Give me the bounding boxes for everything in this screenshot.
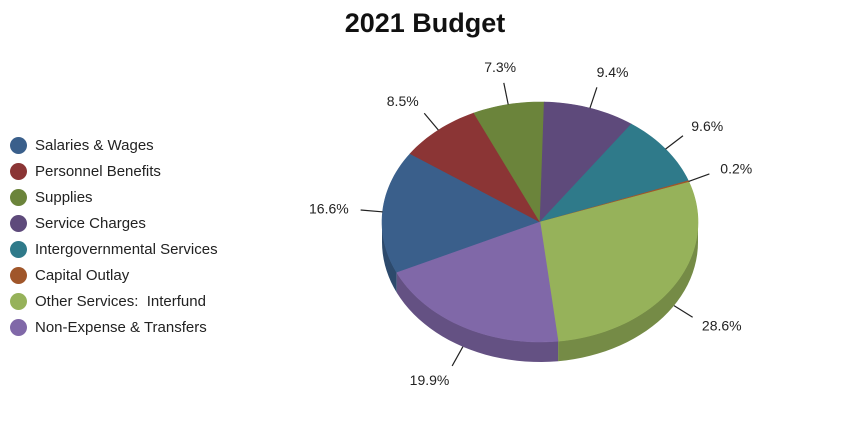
legend-swatch	[10, 292, 27, 310]
pie-slice-side	[382, 222, 397, 293]
data-label: 28.6%	[702, 318, 742, 334]
pie-label-group: 16.6% 8.5% 7.3% 9.4% 9.6% 0.2% 28.6% 19.9%	[309, 59, 752, 388]
legend-swatch	[10, 162, 27, 180]
legend-item: Supplies	[10, 184, 218, 210]
legend-item: Salaries & Wages	[10, 132, 218, 158]
leader-line	[451, 346, 464, 367]
legend-item: Personnel Benefits	[10, 158, 218, 184]
legend-label: Service Charges	[35, 214, 146, 232]
data-label: 19.9%	[410, 372, 450, 388]
leader-line	[360, 209, 383, 213]
legend-swatch	[10, 214, 27, 232]
data-label: 16.6%	[309, 201, 349, 217]
pie-slice-side	[396, 272, 559, 362]
leader-line	[673, 305, 693, 318]
pie-slice-side	[558, 222, 698, 362]
data-label: 7.3%	[484, 59, 516, 75]
data-label: 9.4%	[597, 64, 629, 80]
legend-label: Salaries & Wages	[35, 136, 154, 154]
legend-item: Intergovernmental Services	[10, 236, 218, 262]
legend-label: Capital Outlay	[35, 266, 130, 284]
leader-line	[688, 173, 710, 182]
leader-line	[589, 87, 598, 109]
legend-swatch	[10, 136, 27, 154]
legend-label: Personnel Benefits	[35, 162, 161, 180]
leader-line	[503, 82, 509, 105]
legend: Salaries & Wages Personnel Benefits Suppli…	[10, 132, 218, 340]
pie-slice	[539, 181, 699, 342]
data-label: 9.6%	[691, 118, 723, 134]
pie-slice	[539, 101, 632, 223]
legend-item: Non-Expense & Transfers	[10, 314, 218, 340]
legend-swatch	[10, 318, 27, 336]
leader-line	[665, 135, 684, 150]
legend-label: Other Services: Interfund	[35, 292, 206, 310]
legend-item: Other Services: Interfund	[10, 288, 218, 314]
pie-top-group	[381, 101, 699, 343]
legend-swatch	[10, 240, 27, 258]
legend-label: Supplies	[35, 188, 93, 206]
pie-side-group	[382, 222, 698, 362]
legend-item: Capital Outlay	[10, 262, 218, 288]
legend-swatch	[10, 266, 27, 284]
chart-title: 2021 Budget	[344, 8, 506, 38]
legend-swatch	[10, 188, 27, 206]
data-label: 0.2%	[720, 161, 752, 177]
pie-slice	[396, 221, 559, 343]
legend-item: Service Charges	[10, 210, 218, 236]
legend-label: Intergovernmental Services	[35, 240, 218, 258]
leader-line	[423, 112, 439, 131]
legend-label: Non-Expense & Transfers	[35, 318, 207, 336]
data-label: 8.5%	[387, 93, 419, 109]
